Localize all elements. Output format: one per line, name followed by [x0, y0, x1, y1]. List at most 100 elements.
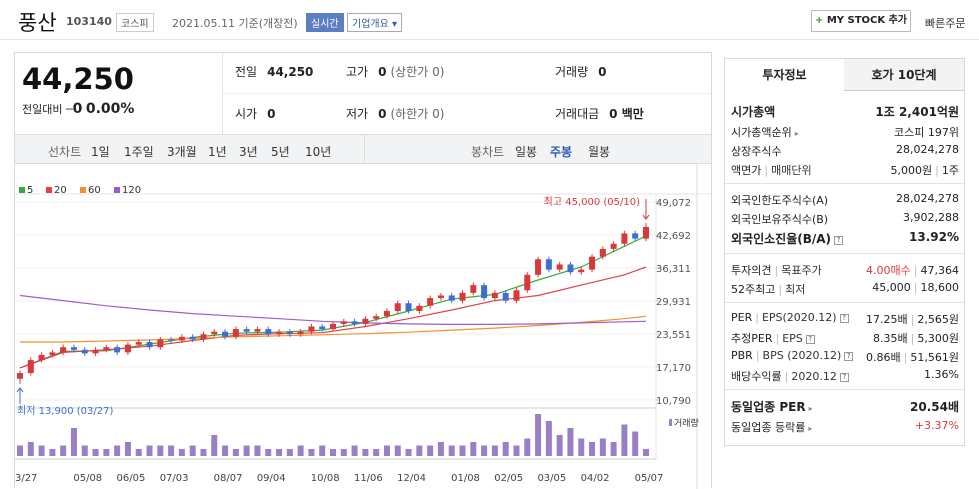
- y-tick-label: 42,692: [656, 231, 691, 242]
- tab[interactable]: 3개월: [167, 145, 197, 159]
- info-value: 20.54배: [910, 398, 959, 415]
- info-label: 외국인보유주식수(B): [731, 211, 828, 227]
- candle-body: [319, 326, 326, 330]
- tab[interactable]: 일봉: [515, 145, 538, 159]
- label-text: 액면가: [731, 164, 762, 177]
- help-icon: ?: [839, 314, 849, 323]
- quote-value: 0: [378, 65, 387, 79]
- value-text: 18,600: [920, 281, 960, 294]
- volume-bar: [567, 428, 574, 456]
- tab[interactable]: 3년: [239, 145, 258, 159]
- candle-body: [103, 347, 110, 350]
- info-row: 액면가 | 매매단위 5,000원 | 1주: [731, 160, 959, 179]
- volume-bar: [70, 428, 77, 456]
- candle-body: [60, 347, 67, 353]
- info-value: 0.86배 | 51,561원: [866, 349, 959, 365]
- candle-body: [643, 226, 649, 239]
- x-tick-label: 10/08: [311, 473, 340, 484]
- divider: |: [755, 311, 759, 324]
- label-text: 2020.12: [791, 370, 837, 383]
- separator: [725, 302, 964, 303]
- volume-bar: [319, 445, 326, 456]
- candle-body: [481, 285, 488, 299]
- volume-bar: [189, 445, 196, 456]
- tab[interactable]: 1주일: [124, 145, 154, 159]
- ma-line: [19, 235, 647, 369]
- change-rate: 0.00%: [85, 101, 135, 117]
- volume-bar: [556, 435, 563, 456]
- divider: |: [903, 351, 908, 364]
- legend-label: 20: [54, 185, 67, 196]
- x-tick-label: 07/03: [160, 473, 189, 484]
- info-row: 동일업종 등락률 ▸ +3.37%: [731, 417, 959, 436]
- change: 전일대비 ━0 0.00%: [22, 101, 135, 117]
- value-text: 1.36%: [924, 368, 959, 381]
- candle-body: [567, 264, 574, 273]
- candle-body: [17, 373, 23, 379]
- quote-cell: 고가 0 (상한가 0): [346, 63, 444, 80]
- candle-body: [38, 354, 45, 361]
- separator: [725, 389, 964, 390]
- candle-body: [81, 349, 88, 354]
- info-row: 투자의견 | 목표주가 4.00매수 | 47,364: [731, 260, 959, 279]
- help-icon: ?: [839, 373, 849, 382]
- candle-body: [297, 331, 304, 335]
- value-text: 1주: [941, 164, 959, 177]
- label-text: 상장주식수: [731, 145, 782, 158]
- main-panel: 44,250 전일대비 ━0 0.00% 전일 44,250 고가 0 (상한가 0) 거…: [14, 52, 712, 489]
- value-text: 8.35배: [873, 332, 908, 345]
- info-value: 17.25배 | 2,565원: [866, 311, 959, 327]
- change-label: 전일대비: [22, 103, 63, 116]
- candle-body: [535, 259, 542, 275]
- y-tick-label: 49,072: [656, 198, 691, 209]
- quick-order[interactable]: 빠른주문: [925, 17, 966, 30]
- info-row: 추정PER | EPS? 8.35배 | 5,300원: [731, 328, 959, 347]
- tab[interactable]: 5년: [271, 145, 290, 159]
- divider: |: [774, 264, 779, 277]
- candle-body: [211, 331, 218, 335]
- tab[interactable]: 월봉: [588, 145, 611, 159]
- info-tab[interactable]: 호가 10단계: [844, 59, 964, 91]
- volume-bar: [254, 445, 261, 456]
- quote-note: (상한가 0): [390, 65, 445, 79]
- value-text: 코스피 197위: [894, 126, 959, 139]
- info-tab[interactable]: 투자정보: [725, 59, 845, 91]
- divider: |: [755, 349, 760, 362]
- info-value: 13.92%: [909, 230, 959, 244]
- volume-bar: [589, 442, 596, 456]
- overview-dropdown[interactable]: 기업개요 ▾: [347, 13, 403, 32]
- volume-bar: [157, 445, 164, 456]
- top-bar: 풍산 103140 코스피 2021.05.11 기준(개장전) 실시간 기업개…: [0, 0, 979, 40]
- candle-body: [470, 285, 477, 293]
- tab[interactable]: 주봉: [550, 145, 573, 159]
- volume-bar: [610, 442, 617, 456]
- label-text: BPS (2020.12): [762, 349, 842, 362]
- quote-label: 거래대금: [555, 107, 600, 121]
- volume-bar: [103, 449, 110, 456]
- y-tick-label: 10,790: [656, 396, 691, 407]
- info-label: 외국인한도주식수(A): [731, 192, 828, 208]
- tab[interactable]: 10년: [305, 145, 332, 159]
- volume-bar: [265, 449, 272, 456]
- x-tick-label: 12/04: [397, 473, 426, 484]
- mystock-button[interactable]: + MY STOCK 추가: [811, 10, 911, 32]
- volume-bar: [49, 449, 56, 456]
- tab[interactable]: 1일: [91, 145, 110, 159]
- quote-label: 고가: [346, 65, 369, 79]
- info-value: 8.35배 | 5,300원: [873, 330, 959, 346]
- volume-bar: [146, 445, 153, 456]
- tab[interactable]: 1년: [208, 145, 227, 159]
- value-text: 47,364: [920, 264, 960, 277]
- quote-label: 거래량: [555, 65, 589, 79]
- candle-body: [513, 290, 520, 301]
- realtime-button[interactable]: 실시간: [306, 13, 344, 32]
- value-text: 51,561원: [910, 351, 959, 364]
- tab-label: 선차트: [48, 145, 82, 159]
- label-text: PER: [731, 311, 753, 324]
- label-text: 시가총액순위: [731, 126, 792, 139]
- legend-swatch: [19, 187, 25, 193]
- low-annotation: 최저 13,900 (03/27): [17, 405, 113, 417]
- candle-body: [92, 349, 99, 354]
- volume-bar: [373, 449, 380, 456]
- quote-label: 시가: [235, 107, 258, 121]
